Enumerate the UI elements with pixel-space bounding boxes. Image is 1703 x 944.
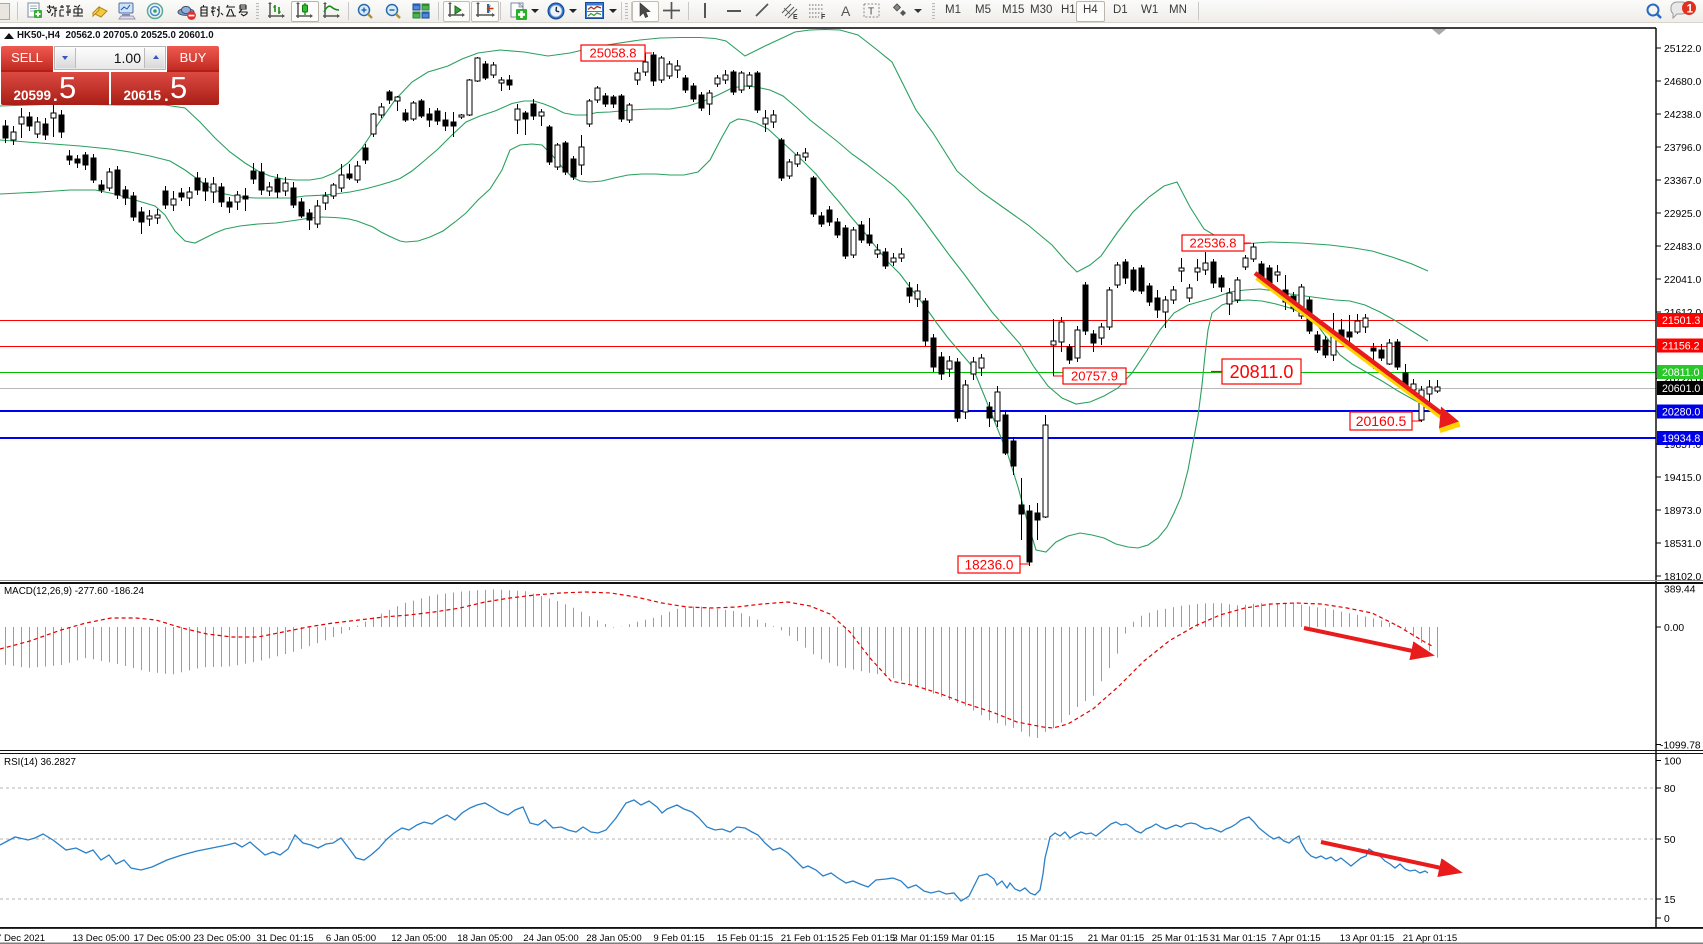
svg-text:22925.0: 22925.0 bbox=[1664, 209, 1701, 220]
svg-text:20757.9: 20757.9 bbox=[1071, 369, 1118, 384]
svg-text:31 Dec 01:15: 31 Dec 01:15 bbox=[256, 933, 313, 944]
svg-text:21 Apr 01:15: 21 Apr 01:15 bbox=[1403, 933, 1457, 944]
svg-text:21 Mar 01:15: 21 Mar 01:15 bbox=[1088, 933, 1145, 944]
svg-text:23 Dec 05:00: 23 Dec 05:00 bbox=[193, 933, 250, 944]
svg-text:20160.5: 20160.5 bbox=[1356, 413, 1407, 429]
svg-text:50: 50 bbox=[1664, 835, 1676, 846]
svg-text:20728.0: 20728.0 bbox=[1664, 374, 1701, 385]
svg-text:F: F bbox=[821, 14, 826, 20]
svg-text:18973.0: 18973.0 bbox=[1664, 506, 1701, 517]
svg-text:15 Mar 01:15: 15 Mar 01:15 bbox=[1017, 933, 1074, 944]
svg-text:20811.0: 20811.0 bbox=[1662, 367, 1700, 379]
svg-text:3 Mar 01:15: 3 Mar 01:15 bbox=[892, 933, 943, 944]
svg-text:12 Jan 05:00: 12 Jan 05:00 bbox=[391, 933, 446, 944]
svg-text:22536.8: 22536.8 bbox=[1190, 236, 1237, 251]
svg-text:21156.2: 21156.2 bbox=[1662, 341, 1700, 353]
svg-text:22041.0: 22041.0 bbox=[1664, 275, 1701, 286]
svg-text:20280.0: 20280.0 bbox=[1662, 407, 1700, 419]
svg-text:13 Dec 05:00: 13 Dec 05:00 bbox=[72, 933, 129, 944]
svg-text:7 Dec 2021: 7 Dec 2021 bbox=[0, 933, 45, 944]
svg-text:18236.0: 18236.0 bbox=[965, 557, 1014, 572]
svg-text:25058.8: 25058.8 bbox=[590, 46, 637, 61]
svg-text:9 Mar 01:15: 9 Mar 01:15 bbox=[943, 933, 994, 944]
svg-text:24680.0: 24680.0 bbox=[1664, 77, 1701, 88]
svg-text:-1099.78: -1099.78 bbox=[1660, 741, 1701, 752]
svg-text:MACD(12,26,9) -277.60 -186.24: MACD(12,26,9) -277.60 -186.24 bbox=[4, 586, 145, 597]
svg-text:25122.0: 25122.0 bbox=[1664, 44, 1701, 55]
svg-text:19857.0: 19857.0 bbox=[1664, 440, 1701, 451]
svg-text:7 Apr 01:15: 7 Apr 01:15 bbox=[1271, 933, 1320, 944]
svg-text:18 Jan 05:00: 18 Jan 05:00 bbox=[457, 933, 512, 944]
svg-text:0.00: 0.00 bbox=[1664, 623, 1684, 634]
svg-text:24 Jan 05:00: 24 Jan 05:00 bbox=[523, 933, 578, 944]
svg-text:RSI(14) 36.2827: RSI(14) 36.2827 bbox=[4, 757, 76, 768]
svg-text:20811.0: 20811.0 bbox=[1230, 362, 1294, 382]
svg-text:15 Feb 01:15: 15 Feb 01:15 bbox=[717, 933, 774, 944]
svg-text:19934.8: 19934.8 bbox=[1662, 433, 1700, 445]
svg-text:20601.0: 20601.0 bbox=[1662, 383, 1700, 395]
svg-text:31 Mar 01:15: 31 Mar 01:15 bbox=[1210, 933, 1267, 944]
svg-text:6 Jan 05:00: 6 Jan 05:00 bbox=[326, 933, 376, 944]
svg-text:E: E bbox=[793, 14, 798, 20]
svg-text:18531.0: 18531.0 bbox=[1664, 539, 1701, 550]
svg-text:1: 1 bbox=[1687, 3, 1694, 15]
svg-text:0: 0 bbox=[1664, 914, 1670, 925]
svg-text:19415.0: 19415.0 bbox=[1664, 473, 1701, 484]
svg-text:389.44: 389.44 bbox=[1664, 584, 1696, 595]
svg-text:22483.0: 22483.0 bbox=[1664, 242, 1701, 253]
svg-text:23796.0: 23796.0 bbox=[1664, 143, 1701, 154]
svg-text:28 Jan 05:00: 28 Jan 05:00 bbox=[586, 933, 641, 944]
svg-text:18102.0: 18102.0 bbox=[1664, 572, 1701, 583]
svg-text:9 Feb 01:15: 9 Feb 01:15 bbox=[653, 933, 704, 944]
svg-text:17 Dec 05:00: 17 Dec 05:00 bbox=[133, 933, 190, 944]
svg-text:25 Mar 01:15: 25 Mar 01:15 bbox=[1152, 933, 1209, 944]
svg-text:T: T bbox=[868, 7, 874, 18]
svg-text:100: 100 bbox=[1664, 756, 1681, 767]
svg-text:21 Feb 01:15: 21 Feb 01:15 bbox=[781, 933, 838, 944]
svg-text:24238.0: 24238.0 bbox=[1664, 110, 1701, 121]
svg-text:21501.3: 21501.3 bbox=[1662, 315, 1700, 327]
svg-text:13 Apr 01:15: 13 Apr 01:15 bbox=[1340, 933, 1394, 944]
svg-text:15: 15 bbox=[1664, 895, 1676, 906]
svg-text:80: 80 bbox=[1664, 784, 1676, 795]
svg-text:23367.0: 23367.0 bbox=[1664, 176, 1701, 187]
svg-text:25 Feb 01:15: 25 Feb 01:15 bbox=[839, 933, 896, 944]
